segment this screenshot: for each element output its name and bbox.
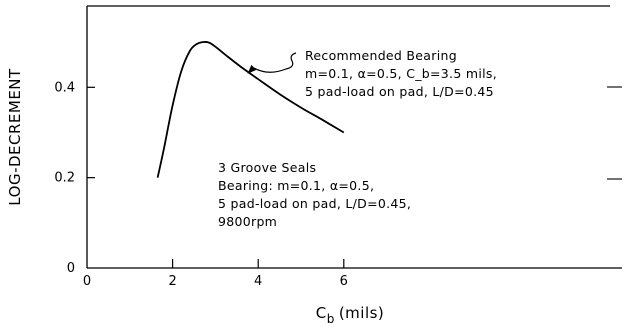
annotation-recommended-line-1: Recommended Bearing [305,48,457,63]
x-tick-label: 2 [168,274,176,289]
x-tick-label: 6 [340,274,348,289]
y-axis-ticks: 0 0.2 0.4 [54,80,95,276]
annotation-recommended-line-2: m=0.1, α=0.5, C_b=3.5 mils, [305,66,497,81]
annotation-groove-seals: 3 Groove Seals Bearing: m=0.1, α=0.5, 5 … [218,160,411,229]
annotation-groove-line-2: Bearing: m=0.1, α=0.5, [218,178,374,193]
x-axis-ticks: 0 2 4 6 [83,259,348,289]
annotation-arrowhead [247,64,257,74]
x-axis-title-subscript: b [327,312,335,326]
annotation-groove-line-3: 5 pad-load on pad, L/D=0.45, [218,196,411,211]
series-line [156,41,345,178]
annotation-recommended-line-3: 5 pad-load on pad, L/D=0.45 [305,84,494,99]
x-tick-label: 0 [83,274,91,289]
x-axis-title-suffix: (mils) [339,304,384,322]
x-axis-title-main: C [316,304,327,322]
y-tick-label: 0 [67,261,75,276]
x-axis-title: Cb (mils) [316,304,385,326]
annotation-groove-line-1: 3 Groove Seals [218,160,316,175]
y-tick-label: 0.4 [54,80,75,95]
x-tick-label: 4 [254,274,262,289]
annotation-groove-line-4: 9800rpm [218,214,277,229]
annotation-arrow [253,52,297,73]
annotation-recommended-bearing: Recommended Bearing m=0.1, α=0.5, C_b=3.… [247,48,497,99]
y-axis-title: LOG-DECREMENT [6,68,24,206]
y-tick-label: 0.2 [54,171,75,186]
